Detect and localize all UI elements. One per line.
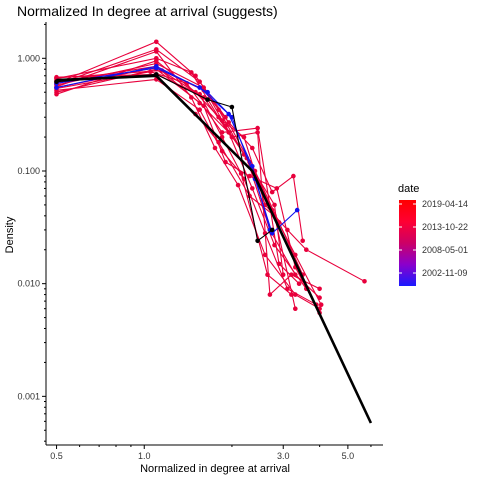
legend-label: 2002-11-09 (422, 268, 467, 278)
chart-title: Normalized In degree at arrival (suggest… (17, 3, 278, 19)
data-point (201, 103, 206, 108)
legend-label: 2019-04-14 (422, 199, 468, 209)
data-point (293, 292, 298, 297)
data-point (362, 279, 367, 284)
series-black-16 (54, 72, 275, 244)
data-point (300, 238, 306, 244)
series-red-9 (54, 58, 367, 284)
series-line (56, 67, 271, 231)
data-point (262, 252, 268, 258)
x-axis: 0.5 1.0 3.0 5.0 (46, 444, 383, 461)
data-point (189, 95, 194, 100)
x-tick-label: 3.0 (277, 451, 290, 461)
data-point (54, 85, 59, 90)
series-line (56, 66, 320, 296)
data-point (205, 97, 210, 102)
series-red-2 (54, 64, 309, 292)
x-tick-label: 5.0 (342, 451, 355, 461)
data-point (197, 85, 202, 90)
data-point (193, 73, 198, 79)
data-point (289, 272, 294, 278)
data-point (255, 238, 260, 244)
data-point (212, 145, 218, 151)
data-point (269, 231, 275, 236)
series-line (56, 71, 300, 285)
data-point (229, 104, 235, 110)
legend-title: date (398, 183, 419, 195)
data-point (291, 173, 296, 179)
x-tick-label: 1.0 (138, 451, 151, 461)
y-tick-label: 0.001 (17, 391, 40, 401)
plot-area (54, 39, 373, 424)
data-point (280, 272, 286, 278)
data-point (272, 202, 277, 208)
data-point (154, 47, 159, 52)
y-axis-label: Density (4, 216, 16, 253)
data-point (255, 130, 260, 135)
data-point (226, 120, 231, 125)
series-line (56, 74, 373, 424)
data-point (216, 107, 221, 112)
series-line (56, 41, 322, 305)
data-point (216, 139, 221, 145)
y-tick-label: 1.000 (17, 53, 40, 63)
data-point (269, 227, 275, 233)
data-point (219, 130, 225, 135)
data-point (54, 91, 59, 97)
y-axis: 0.001 0.010 0.100 1.000 (17, 22, 47, 445)
data-point (223, 159, 228, 165)
data-point (267, 292, 273, 297)
data-point (269, 189, 275, 195)
data-point (294, 207, 300, 213)
x-axis-label: Normalized in degree at arrival (140, 463, 290, 475)
data-point (276, 261, 282, 267)
x-tick-label: 0.5 (50, 451, 63, 461)
data-point (250, 164, 255, 169)
data-point (296, 281, 302, 287)
data-point (250, 186, 255, 191)
series-black-17 (56, 74, 373, 424)
data-point (293, 306, 298, 312)
data-point (265, 272, 270, 278)
data-point (304, 247, 309, 252)
data-point (226, 111, 231, 117)
data-point (154, 39, 159, 45)
legend-label: 2013-10-22 (422, 222, 468, 232)
data-point (197, 107, 202, 112)
legend-label: 2008-05-01 (422, 245, 468, 255)
series-blue-14 (54, 64, 300, 236)
y-tick-label: 0.010 (17, 279, 40, 289)
series-red-4 (54, 61, 306, 278)
data-point (154, 58, 159, 64)
data-point (318, 302, 324, 308)
series-line (56, 60, 365, 282)
legend-colorbar (399, 200, 416, 286)
series-red-8 (54, 66, 322, 316)
legend: date 2019-04-14 2013-10-22 2008-05-01 2002-… (398, 183, 468, 286)
y-tick-label: 0.100 (17, 166, 40, 176)
data-point (154, 65, 159, 71)
data-point (247, 173, 252, 179)
data-point (235, 182, 241, 188)
data-point (317, 286, 322, 292)
data-point (255, 125, 260, 131)
series-red-13 (54, 47, 286, 278)
data-point (197, 79, 202, 84)
data-point (285, 227, 290, 233)
data-point (250, 145, 255, 151)
